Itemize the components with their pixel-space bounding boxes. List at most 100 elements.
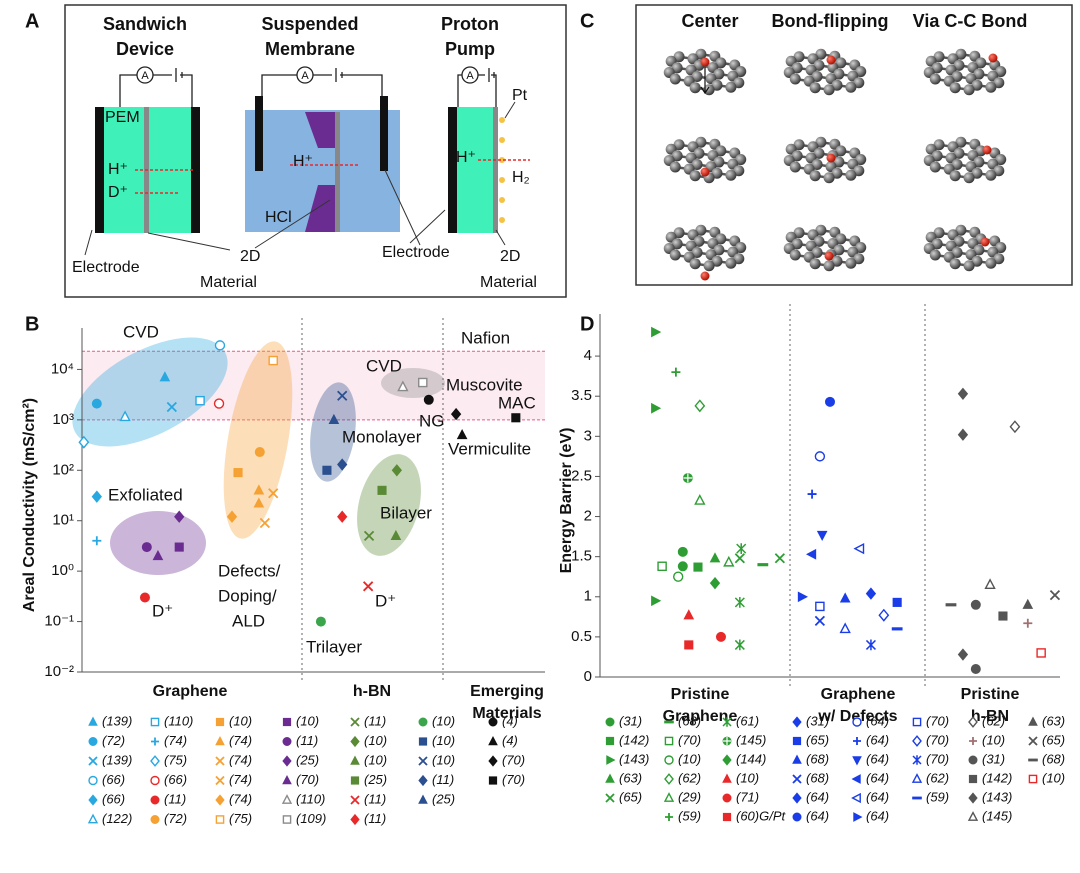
marker-shape	[350, 795, 360, 805]
marker	[362, 581, 374, 592]
marker	[488, 736, 498, 746]
marker	[1022, 598, 1034, 609]
marker-shape	[664, 736, 674, 746]
marker	[970, 663, 981, 674]
marker	[174, 542, 184, 552]
marker-shape	[957, 648, 969, 661]
marker-shape	[233, 468, 243, 478]
marker	[892, 597, 902, 607]
marker-shape	[967, 811, 979, 821]
legend-label: (74)	[164, 733, 187, 748]
marker	[684, 640, 694, 650]
marker-shape	[139, 592, 150, 603]
device-title: Pump	[445, 39, 495, 59]
marker	[651, 326, 662, 338]
marker	[683, 609, 695, 620]
legend-label: (109)	[296, 811, 326, 826]
marker	[677, 546, 688, 557]
annotation: MAC	[498, 393, 536, 412]
atom-red	[700, 271, 710, 281]
marker-shape	[792, 754, 802, 764]
marker	[328, 413, 340, 424]
marker	[605, 793, 615, 803]
category-label: Materials	[472, 705, 541, 722]
legend-label: (122)	[102, 811, 132, 826]
marker-shape	[651, 402, 662, 414]
atom	[789, 161, 801, 173]
marker	[1036, 648, 1046, 658]
marker	[268, 488, 279, 499]
legend-label: (10)	[364, 733, 387, 748]
marker-shape	[1028, 774, 1038, 784]
marker	[694, 399, 706, 413]
cluster	[357, 454, 421, 556]
marker-shape	[792, 774, 802, 784]
legend-label: (11)	[432, 772, 454, 787]
marker-shape	[839, 622, 851, 634]
marker	[792, 792, 802, 804]
marker	[350, 735, 360, 748]
atom	[703, 84, 715, 96]
marker	[150, 795, 160, 805]
marker-shape	[651, 595, 662, 607]
marker-shape	[677, 546, 688, 557]
marker	[418, 756, 428, 766]
marker-shape	[605, 717, 615, 727]
cluster	[310, 382, 356, 482]
marker	[226, 510, 238, 523]
marker	[878, 608, 890, 622]
marker-shape	[878, 608, 890, 622]
atom	[823, 84, 835, 96]
marker-shape	[970, 599, 981, 610]
annotation: Nafion	[461, 328, 510, 347]
marker	[664, 755, 674, 765]
marker-shape	[683, 473, 693, 483]
marker-shape	[865, 587, 877, 600]
marker	[423, 394, 434, 405]
marker-shape	[1028, 758, 1038, 762]
atom	[985, 169, 997, 181]
marker	[150, 755, 160, 767]
legend-label: (31)	[619, 713, 642, 728]
marker	[151, 737, 159, 746]
marker	[322, 465, 332, 475]
ammeter-label: A	[301, 70, 309, 82]
marker	[418, 377, 428, 388]
marker-shape	[152, 549, 164, 561]
marker-shape	[853, 542, 865, 555]
marker-shape	[150, 815, 160, 824]
y-axis-label: Areal Conductivity (mS/cm²)	[21, 398, 38, 612]
marker-shape	[282, 775, 292, 785]
molecule	[663, 48, 747, 96]
atom-red	[826, 153, 836, 163]
diagram-label: Pt	[512, 87, 528, 104]
annotation: CVD	[123, 322, 159, 341]
marker-shape	[174, 510, 185, 523]
atom	[689, 170, 701, 182]
marker-shape	[722, 717, 732, 727]
category-label: Pristine	[961, 686, 1020, 703]
marker	[397, 380, 409, 392]
marker-shape	[397, 380, 409, 392]
legend-label: (59)	[678, 808, 701, 823]
marker	[1028, 774, 1038, 784]
legend-label: (10)	[432, 733, 455, 748]
y-tick-label: 2	[584, 508, 592, 525]
marker-shape	[150, 795, 160, 805]
marker	[174, 510, 185, 523]
marker-shape	[851, 792, 861, 804]
marker	[215, 794, 225, 806]
marker-shape	[736, 543, 747, 555]
marker	[722, 793, 732, 803]
marker-shape	[664, 720, 674, 724]
marker	[722, 773, 732, 783]
marker	[488, 717, 498, 727]
marker-shape	[150, 717, 160, 727]
molecule	[783, 136, 867, 184]
marker	[1028, 716, 1038, 726]
marker-shape	[268, 488, 279, 499]
molecule	[783, 48, 867, 96]
marker	[418, 774, 428, 787]
marker-shape	[91, 490, 102, 503]
marker	[150, 775, 160, 786]
